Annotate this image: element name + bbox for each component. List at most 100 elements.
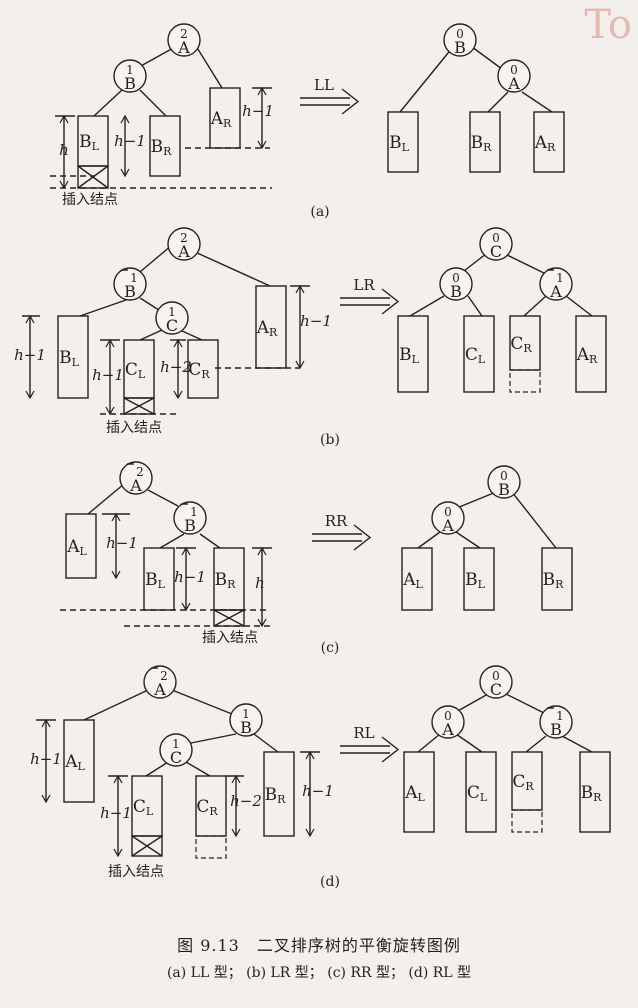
- c-edge-B-BR2: [511, 491, 557, 549]
- a-before-B-circle: [113, 59, 147, 93]
- d-edge-B-BR: [253, 733, 279, 753]
- b-before-B-bf: 1: [130, 271, 138, 285]
- b-edge-A-AR2: [565, 295, 593, 317]
- b-after-B-circle: [439, 267, 473, 301]
- c-after-BL-label: BL: [465, 570, 486, 591]
- d-after-B-circle: [539, 705, 573, 739]
- b-before-A-bf: 2: [180, 231, 188, 245]
- a-edge-B-BL: [93, 89, 123, 117]
- b-before-A-circle: [167, 227, 201, 261]
- d-before-A-circle: [143, 665, 177, 699]
- c-before-B-circle: [173, 501, 207, 535]
- d-edge-C-A2: [455, 693, 489, 713]
- d-insert-box: [131, 835, 163, 857]
- b-dim-h2-label: h−1: [92, 366, 124, 384]
- d-after-C-bf: 0: [492, 669, 500, 683]
- b-dim-h3-arrow-top: [173, 338, 183, 348]
- c-edge-A-AL2: [417, 531, 441, 549]
- a-after-BR-box: [469, 111, 501, 173]
- b-dim-h1-label: h−1: [14, 346, 46, 364]
- b-dim-h2-arrow-top: [105, 338, 115, 348]
- a-dim-h1-arrow-bottom: [59, 180, 69, 190]
- c-after-B-circle: [487, 465, 521, 499]
- a-dim-h2-arrow-bottom: [120, 168, 130, 178]
- d-before-B-bf: 1: [242, 707, 250, 721]
- a-edge-B-BL2: [399, 41, 458, 113]
- c-edge-A-BL2: [455, 531, 481, 549]
- d-op-label: RL: [353, 724, 374, 742]
- b-dim-h1-arrow-top: [25, 314, 35, 324]
- d-edge-A-CL2: [455, 733, 483, 753]
- c-after-BR-label: BR: [543, 570, 565, 591]
- d-before-AL-label: AL: [64, 752, 85, 773]
- watermark: To: [584, 2, 632, 48]
- c-before-A-key: A: [129, 476, 142, 495]
- b-edge-C-CR: [179, 329, 203, 341]
- c-before-A-circle: [119, 461, 153, 495]
- a-edge-A-BR2: [487, 91, 509, 113]
- a-dim-h1-arrow-top: [59, 114, 69, 124]
- b-after-CR-label: CR: [510, 334, 532, 355]
- b-before-B-key: B: [124, 282, 136, 301]
- a-dim-h2-arrow-top: [120, 114, 130, 124]
- b-edge-A-CR2: [523, 295, 547, 317]
- c-dim-h3-label: h: [255, 574, 265, 592]
- a-op-label: LL: [314, 76, 334, 94]
- d-after-CR-new-level: [511, 809, 543, 833]
- a-dim-h3-arrow-bottom: [257, 140, 267, 150]
- d-before-C-bf: 1: [172, 737, 180, 751]
- b-after-C-circle: [479, 227, 513, 261]
- c-after-A-key: A: [441, 516, 454, 535]
- b-dim-h3-arrow-bottom: [173, 390, 183, 400]
- a-insert-cross-2: [77, 165, 109, 189]
- b-before-CL-label: CL: [125, 360, 146, 381]
- b-after-C-bf: 0: [492, 231, 500, 245]
- b-edge-C-A2: [504, 253, 547, 275]
- c-after-BR-box: [541, 547, 573, 611]
- c-after-BL-box: [463, 547, 495, 611]
- a-before-BR-label: BR: [151, 137, 173, 158]
- c-dim-h2-arrow-bottom: [181, 602, 191, 612]
- d-after-CL-label: CL: [467, 783, 488, 804]
- b-insert-label: 插入结点: [106, 420, 162, 436]
- c-before-BR-label: BR: [215, 570, 237, 591]
- a-after-A-key: A: [507, 74, 520, 93]
- d-before-A-bf: 2: [160, 669, 168, 683]
- c-before-BL-box: [143, 547, 175, 611]
- b-after-B-bf: 0: [452, 271, 460, 285]
- d-edge-A-AL: [83, 689, 149, 721]
- b-after-AR-box: [575, 315, 607, 393]
- d-edge-A-AL2: [417, 733, 441, 753]
- d-after-C-key: C: [490, 680, 502, 699]
- d-before-A-key: A: [153, 680, 166, 699]
- b-after-CL-box: [463, 315, 495, 393]
- a-insert-label: 插入结点: [62, 192, 118, 208]
- d-before-C-circle: [159, 733, 193, 767]
- d-dim-h2-arrow-top: [113, 774, 123, 784]
- a-after-B-key: B: [454, 38, 466, 57]
- b-before-BL-box: [57, 315, 89, 399]
- c-op-arrow: [312, 524, 372, 551]
- a-after-A-circle: [497, 59, 531, 93]
- b-dim-h1-arrow-bottom: [25, 390, 35, 400]
- a-after-BR-label: BR: [471, 133, 493, 154]
- c-before-B-bf: 1: [190, 505, 198, 519]
- a-edge-B-A2: [467, 43, 507, 73]
- c-before-AL-label: AL: [66, 537, 87, 558]
- d-dim-h1-label: h−1: [30, 750, 62, 768]
- d-after-A-bf: 0: [444, 709, 452, 723]
- d-after-AL-label: AL: [404, 783, 425, 804]
- d-after-BR-label: BR: [581, 783, 603, 804]
- b-insert-box: [123, 397, 155, 415]
- b-dim-h4-arrow-top: [295, 284, 305, 294]
- c-edge-B-BR: [199, 533, 221, 549]
- d-before-BR-box: [263, 751, 295, 837]
- a-op-arrow: [300, 88, 360, 115]
- c-after-AL-label: AL: [402, 570, 423, 591]
- d-after-AL-box: [403, 751, 435, 833]
- d-op-arrow: [340, 736, 400, 763]
- c-before-BL-label: BL: [145, 570, 166, 591]
- a-after-B-bf: 0: [456, 27, 464, 41]
- a-dim-h3-label: h−1: [242, 102, 274, 120]
- c-after-A-circle: [431, 501, 465, 535]
